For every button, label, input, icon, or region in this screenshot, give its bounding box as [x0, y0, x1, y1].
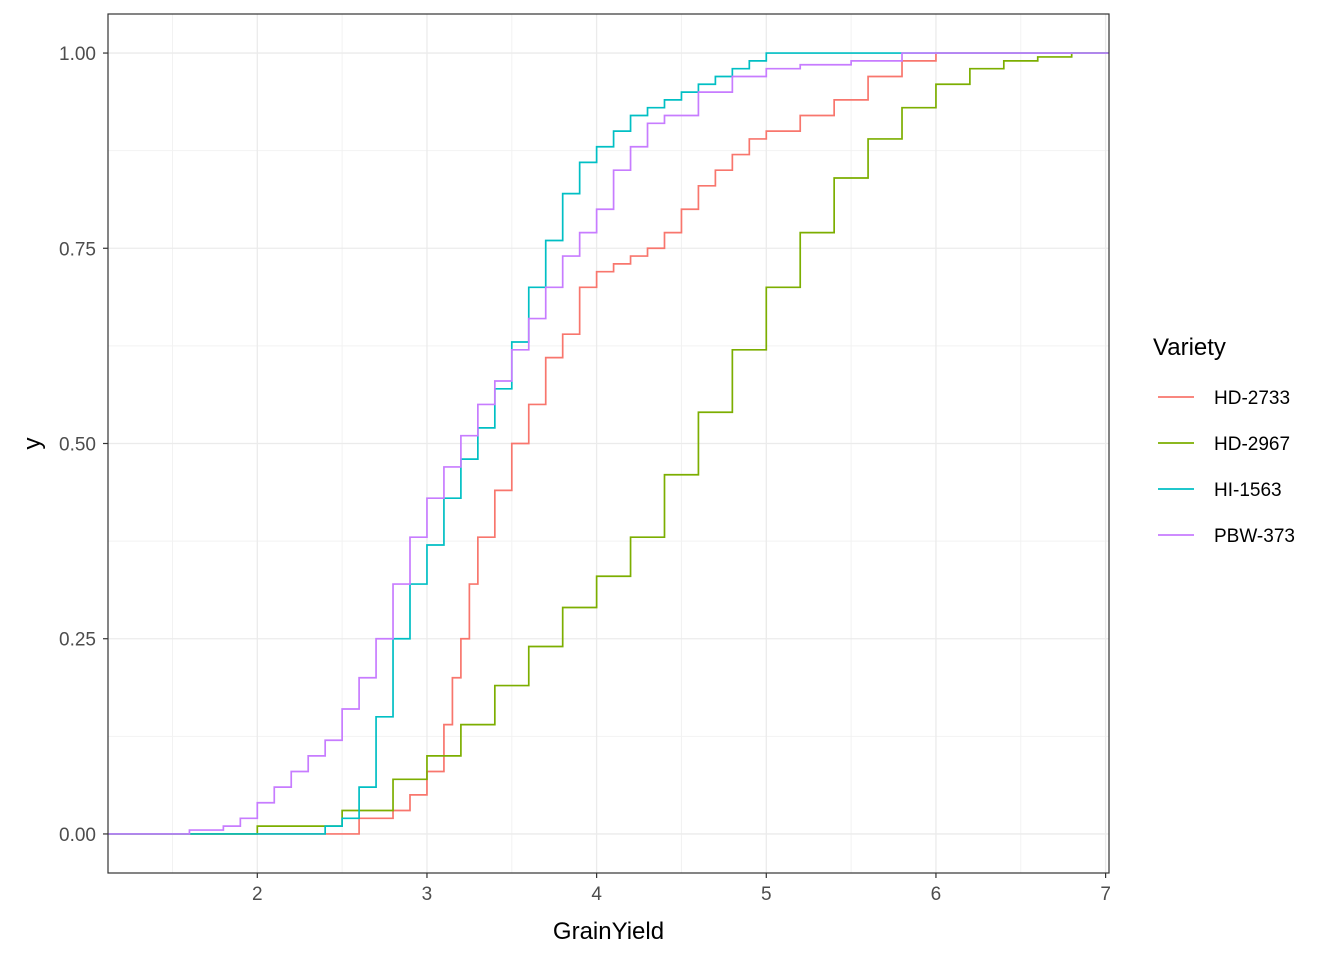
- x-tick-label: 5: [761, 884, 772, 905]
- legend-item-hd-2967: HD-2967: [1158, 434, 1290, 455]
- y-tick-label: 0.00: [59, 825, 96, 846]
- legend-label: HD-2967: [1214, 434, 1290, 455]
- legend-item-hi-1563: HI-1563: [1158, 480, 1282, 501]
- y-axis-title: y: [19, 438, 46, 450]
- legend-item-pbw-373: PBW-373: [1158, 526, 1295, 547]
- y-tick-label: 0.25: [59, 630, 96, 651]
- legend-label: PBW-373: [1214, 526, 1295, 547]
- legend-item-hd-2733: HD-2733: [1158, 388, 1290, 409]
- series-line-hd-2733: [108, 52, 1109, 835]
- y-axis-ticks: 0.00 0.25 0.50 0.75 1.00: [59, 44, 108, 846]
- x-axis-title: GrainYield: [553, 918, 664, 945]
- x-tick-label: 2: [252, 884, 263, 905]
- series-line-hd-2967: [108, 52, 1109, 835]
- legend: Variety HD-2733 HD-2967 HI-1563 PBW-373: [1153, 334, 1295, 547]
- legend-label: HD-2733: [1214, 388, 1290, 409]
- legend-label: HI-1563: [1214, 480, 1282, 501]
- legend-title: Variety: [1153, 334, 1226, 361]
- x-axis-ticks: 2 3 4 5 6 7: [252, 873, 1111, 905]
- x-tick-label: 4: [591, 884, 602, 905]
- x-tick-label: 3: [422, 884, 433, 905]
- x-tick-label: 6: [931, 884, 942, 905]
- series-group: [108, 52, 1109, 835]
- y-tick-label: 1.00: [59, 44, 96, 65]
- grid-major: [108, 14, 1109, 873]
- x-tick-label: 7: [1100, 884, 1111, 905]
- series-line-pbw-373: [108, 52, 1109, 835]
- y-tick-label: 0.50: [59, 435, 96, 456]
- y-tick-label: 0.75: [59, 239, 96, 260]
